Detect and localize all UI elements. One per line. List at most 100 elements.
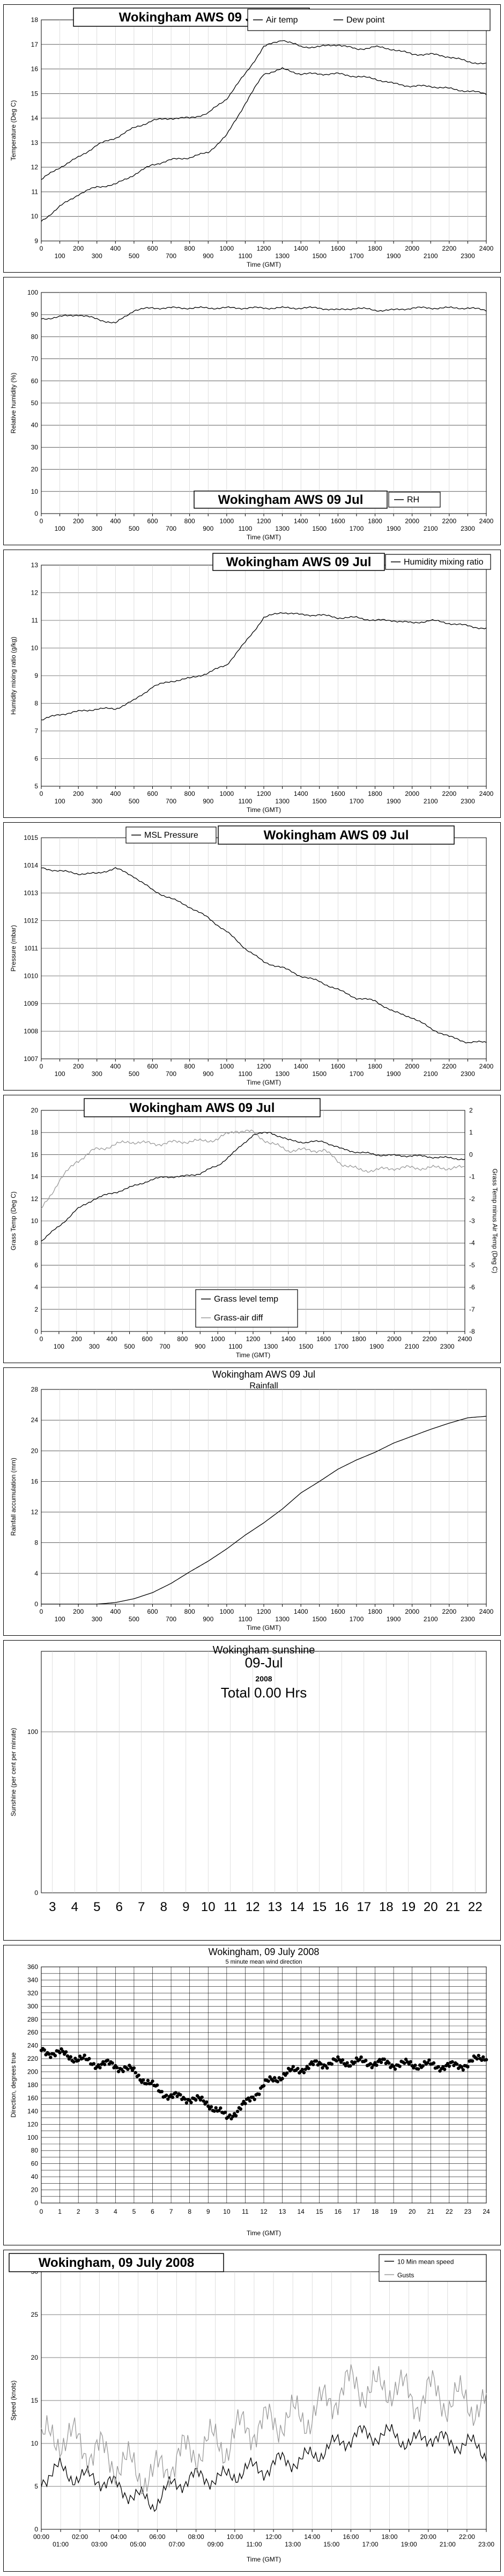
scatter-point	[110, 2061, 114, 2065]
x-tick-label: 700	[166, 797, 176, 805]
y-tick-label: 12	[31, 589, 39, 597]
x-tick-label: 14	[290, 1900, 305, 1914]
y-tick-label: 10	[31, 213, 39, 220]
x-tick-label: 17	[353, 2208, 360, 2215]
x-tick-label: 100	[55, 252, 65, 260]
x-tick-label: 22:00	[459, 2533, 475, 2541]
temperature-chart-panel: 9 10 11 12 13 14 15 16 17 18 0 200 400 600 800 1000 1200…	[3, 4, 501, 273]
y-tick-label: 280	[27, 2016, 38, 2023]
x-tick-label: 600	[147, 245, 158, 252]
scatter-point	[398, 2065, 402, 2068]
scatter-point	[443, 2067, 447, 2072]
x-tick-label: 19:00	[401, 2541, 417, 2548]
scatter-point	[223, 2110, 227, 2114]
scatter-point	[271, 2079, 275, 2083]
x-tick-label: 500	[129, 797, 139, 805]
x-tick-label: 2200	[442, 790, 456, 797]
y-tick-label: 50	[31, 399, 39, 407]
scatter-point	[209, 2105, 213, 2109]
x-tick-label: 02:00	[72, 2533, 88, 2541]
x-tick-label: 2100	[424, 1070, 438, 1078]
y-tick-label: 0	[34, 1600, 38, 1608]
x-tick-label: 900	[195, 1343, 205, 1350]
y-tick-label: 320	[27, 1989, 38, 1997]
x-tick-label: 10:00	[227, 2533, 243, 2541]
x-tick-label: 500	[129, 1070, 139, 1078]
scatter-point	[314, 2059, 318, 2063]
x-tick-label: 2000	[387, 1335, 402, 1343]
x-tick-label: 1900	[387, 525, 401, 532]
chart-title: Wokingham, 09 July 2008	[39, 2256, 194, 2270]
legend-label: Grass level temp	[214, 1295, 278, 1304]
x-tick-label: 0	[40, 1608, 43, 1615]
y-tick-label: 10	[31, 2440, 39, 2447]
x-tick-label: 2000	[405, 1063, 419, 1070]
scatter-point	[69, 2055, 72, 2059]
y-tick-label: 70	[31, 355, 39, 363]
y-tick-label: 8	[34, 700, 38, 707]
y-tick-label: 10	[31, 1217, 39, 1225]
scatter-point	[382, 2057, 386, 2061]
x-tick-label: 2000	[405, 245, 419, 252]
chart-title: Wokingham, 09 July 2008	[209, 1946, 320, 1957]
x-tick-label: 04:00	[110, 2533, 127, 2541]
x-tick-label: 7	[138, 1900, 145, 1914]
total-label: Total 0.00 Hrs	[221, 1685, 307, 1701]
scatter-point	[375, 2063, 379, 2067]
x-tick-label: 900	[203, 525, 213, 532]
scatter-point	[480, 2058, 484, 2062]
x-tick-label: 500	[124, 1343, 135, 1350]
chart-title-box	[194, 491, 388, 509]
x-tick-label: 2400	[458, 1335, 472, 1343]
chart-svg-7: 0204060801001201401601802002202402602803…	[10, 1946, 490, 2237]
legend-label: 10 Min mean speed	[397, 2258, 454, 2266]
x-tick-label: 800	[184, 790, 195, 797]
scatter-point	[248, 2099, 252, 2103]
x-tick-label: 1200	[246, 1335, 261, 1343]
y-tick-label: 0	[34, 1328, 38, 1335]
scatter-point	[144, 2082, 149, 2085]
y-tick-label: 100	[27, 289, 38, 296]
x-tick-label: 600	[147, 1063, 158, 1070]
scatter-point	[266, 2079, 270, 2083]
y-tick-label: 18	[31, 1129, 39, 1136]
x-tick-label: 200	[73, 790, 84, 797]
x-tick-label: 21	[427, 2208, 435, 2215]
scatter-point	[179, 2093, 182, 2097]
scatter-point	[475, 2057, 479, 2061]
x-tick-label: 1300	[275, 1615, 290, 1623]
y2-tick-label: -4	[469, 1239, 475, 1247]
x-tick-label: 5	[93, 1900, 100, 1914]
x-tick-label: 22	[468, 1900, 483, 1914]
x-tick-label: 1900	[387, 1070, 401, 1078]
x-tick-label: 1000	[219, 790, 234, 797]
scatter-point	[427, 2058, 431, 2062]
scatter-point	[142, 2078, 145, 2082]
scatter-point	[325, 2066, 329, 2070]
x-tick-label: 8	[160, 1900, 167, 1914]
rainfall-chart-panel: 0 4 8 12 16 20 24 28 0 200 400 600 800 1000 1200 1400 16…	[3, 1367, 501, 1636]
x-tick-label: 200	[71, 1335, 82, 1343]
x-tick-label: 2300	[461, 1070, 475, 1078]
y-tick-label: 9	[34, 672, 38, 679]
legend-label: Air temp	[266, 16, 298, 25]
scatter-point	[171, 2095, 175, 2099]
x-tick-label: 1400	[294, 1063, 308, 1070]
y-tick-label: 240	[27, 2042, 38, 2050]
x-tick-label: 500	[129, 525, 139, 532]
x-tick-label: 01:00	[53, 2541, 69, 2548]
y-tick-label: 11	[32, 617, 39, 624]
x-tick-label: 1400	[294, 790, 308, 797]
x-tick-label: 1600	[331, 245, 345, 252]
y-tick-label: 14	[31, 1173, 39, 1181]
humidity-chart-panel: 0 10 20 30 40 50 60 70 80 90 100 0 200 400 600 800 1000 1…	[3, 277, 501, 545]
x-tick-label: 2400	[479, 245, 494, 252]
y-tick-label: 10	[31, 645, 39, 652]
x-tick-label: 1700	[350, 797, 364, 805]
scatter-point	[393, 2067, 397, 2071]
x-tick-label: 0	[40, 2208, 43, 2215]
x-tick-label: 2400	[479, 790, 494, 797]
x-tick-label: 1400	[294, 1608, 308, 1615]
y-tick-label: 1007	[24, 1055, 38, 1063]
x-tick-label: 2200	[423, 1335, 437, 1343]
